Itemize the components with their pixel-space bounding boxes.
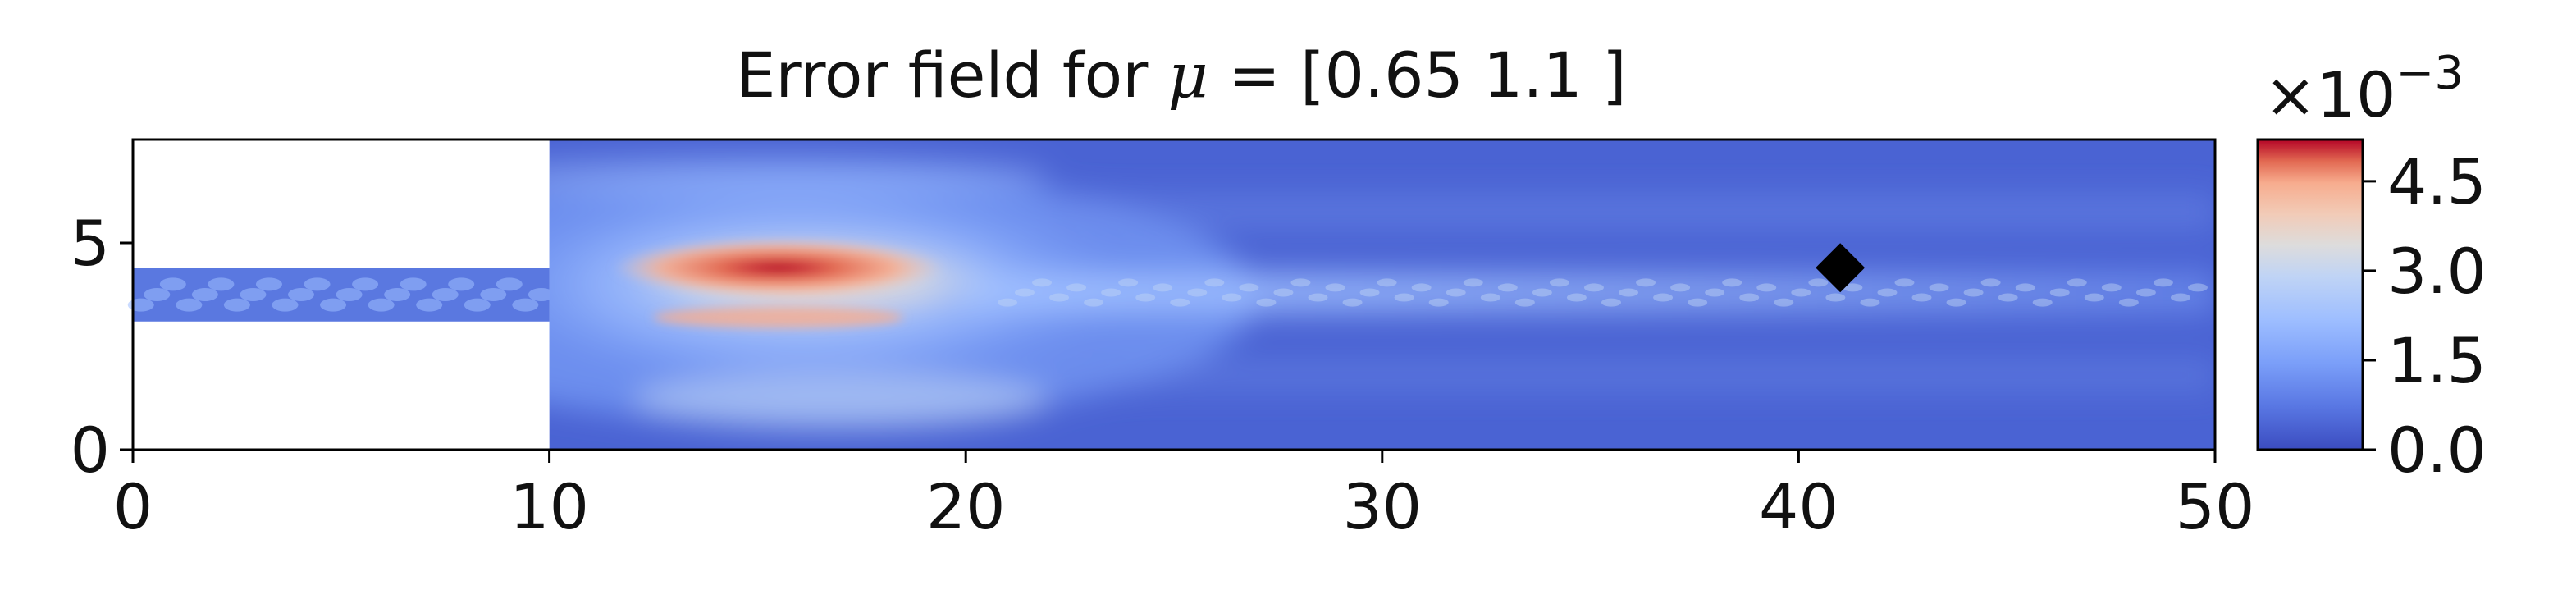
x-tick-label: 10 [509, 470, 589, 543]
y-tick-label: 5 [71, 207, 110, 280]
colorbar: 0.0 1.5 3.0 4.5 ×10−3 [2256, 47, 2487, 487]
x-tick-label: 40 [1759, 470, 1838, 543]
probe-marker [1816, 243, 1866, 293]
inlet-texture [127, 277, 555, 312]
colorbar-tick-label: 4.5 [2387, 145, 2487, 218]
colorbar-tick-label: 1.5 [2387, 324, 2487, 397]
colorbar-tick-label: 0.0 [2387, 414, 2487, 487]
x-tick-label: 0 [113, 470, 153, 543]
y-tick-label: 0 [71, 414, 110, 487]
chart-title: Error field for μ = [0.65 1.1 ] [736, 39, 1626, 112]
colorbar-gradient [2256, 138, 2364, 451]
colorbar-tick-label: 3.0 [2387, 235, 2487, 308]
main-region [549, 140, 2215, 450]
wake-texture [997, 278, 2208, 307]
x-tick-label: 30 [1342, 470, 1422, 543]
plot-frame [131, 138, 2217, 451]
plot-axes: 0 10 20 30 40 50 0 5 [71, 138, 2255, 543]
colorbar-multiplier: ×10−3 [2264, 47, 2464, 131]
x-tick-label: 50 [2176, 470, 2255, 543]
error-field [127, 140, 2215, 450]
x-tick-label: 20 [926, 470, 1006, 543]
error-peak [611, 238, 945, 297]
